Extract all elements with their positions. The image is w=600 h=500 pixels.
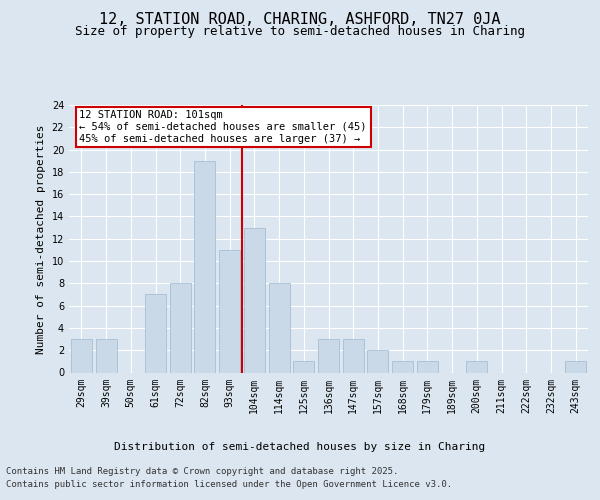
Y-axis label: Number of semi-detached properties: Number of semi-detached properties <box>36 124 46 354</box>
Bar <box>71 339 92 372</box>
Bar <box>293 362 314 372</box>
Bar <box>417 362 438 372</box>
Text: Contains public sector information licensed under the Open Government Licence v3: Contains public sector information licen… <box>6 480 452 489</box>
Bar <box>95 339 116 372</box>
Bar <box>565 362 586 372</box>
Text: Distribution of semi-detached houses by size in Charing: Distribution of semi-detached houses by … <box>115 442 485 452</box>
Bar <box>343 339 364 372</box>
Bar <box>392 362 413 372</box>
Bar <box>194 160 215 372</box>
Text: 12 STATION ROAD: 101sqm
← 54% of semi-detached houses are smaller (45)
45% of se: 12 STATION ROAD: 101sqm ← 54% of semi-de… <box>79 110 367 144</box>
Bar <box>244 228 265 372</box>
Text: 12, STATION ROAD, CHARING, ASHFORD, TN27 0JA: 12, STATION ROAD, CHARING, ASHFORD, TN27… <box>99 12 501 28</box>
Bar <box>219 250 240 372</box>
Bar <box>170 284 191 372</box>
Text: Contains HM Land Registry data © Crown copyright and database right 2025.: Contains HM Land Registry data © Crown c… <box>6 468 398 476</box>
Bar <box>145 294 166 372</box>
Bar <box>367 350 388 372</box>
Bar <box>318 339 339 372</box>
Text: Size of property relative to semi-detached houses in Charing: Size of property relative to semi-detach… <box>75 25 525 38</box>
Bar <box>466 362 487 372</box>
Bar <box>269 284 290 372</box>
